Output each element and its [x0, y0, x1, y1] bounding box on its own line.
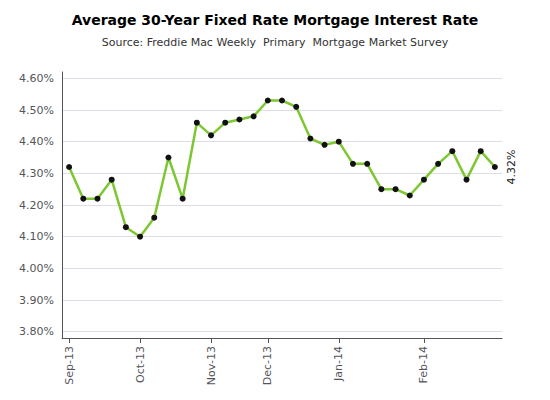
- svg-text:3.80%: 3.80%: [19, 325, 54, 338]
- svg-text:Source: Freddie Mac Weekly Pr: Source: Freddie Mac Weekly Primary Mortg…: [102, 36, 449, 49]
- svg-text:4.00%: 4.00%: [19, 262, 54, 275]
- svg-text:Feb-14: Feb-14: [417, 346, 430, 383]
- svg-text:4.30%: 4.30%: [19, 167, 54, 180]
- svg-text:Oct-13: Oct-13: [134, 346, 147, 383]
- svg-text:4.40%: 4.40%: [19, 135, 54, 148]
- svg-text:Sep-13: Sep-13: [63, 346, 76, 385]
- svg-text:3.90%: 3.90%: [19, 294, 54, 307]
- svg-text:Dec-13: Dec-13: [261, 346, 274, 385]
- svg-text:4.10%: 4.10%: [19, 230, 54, 243]
- svg-text:Jan-14: Jan-14: [332, 346, 345, 382]
- svg-text:4.20%: 4.20%: [19, 199, 54, 212]
- svg-text:Nov-13: Nov-13: [205, 346, 218, 385]
- svg-text:4.32%: 4.32%: [505, 150, 518, 185]
- svg-text:4.50%: 4.50%: [19, 104, 54, 117]
- svg-text:Average 30-Year Fixed Rate Mor: Average 30-Year Fixed Rate Mortgage Inte…: [72, 12, 479, 28]
- svg-text:4.60%: 4.60%: [19, 72, 54, 85]
